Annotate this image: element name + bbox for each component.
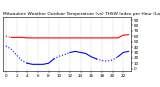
Text: Milwaukee Weather Outdoor Temperature (vs) THSW Index per Hour (Last 24 Hours): Milwaukee Weather Outdoor Temperature (v… — [3, 12, 160, 16]
